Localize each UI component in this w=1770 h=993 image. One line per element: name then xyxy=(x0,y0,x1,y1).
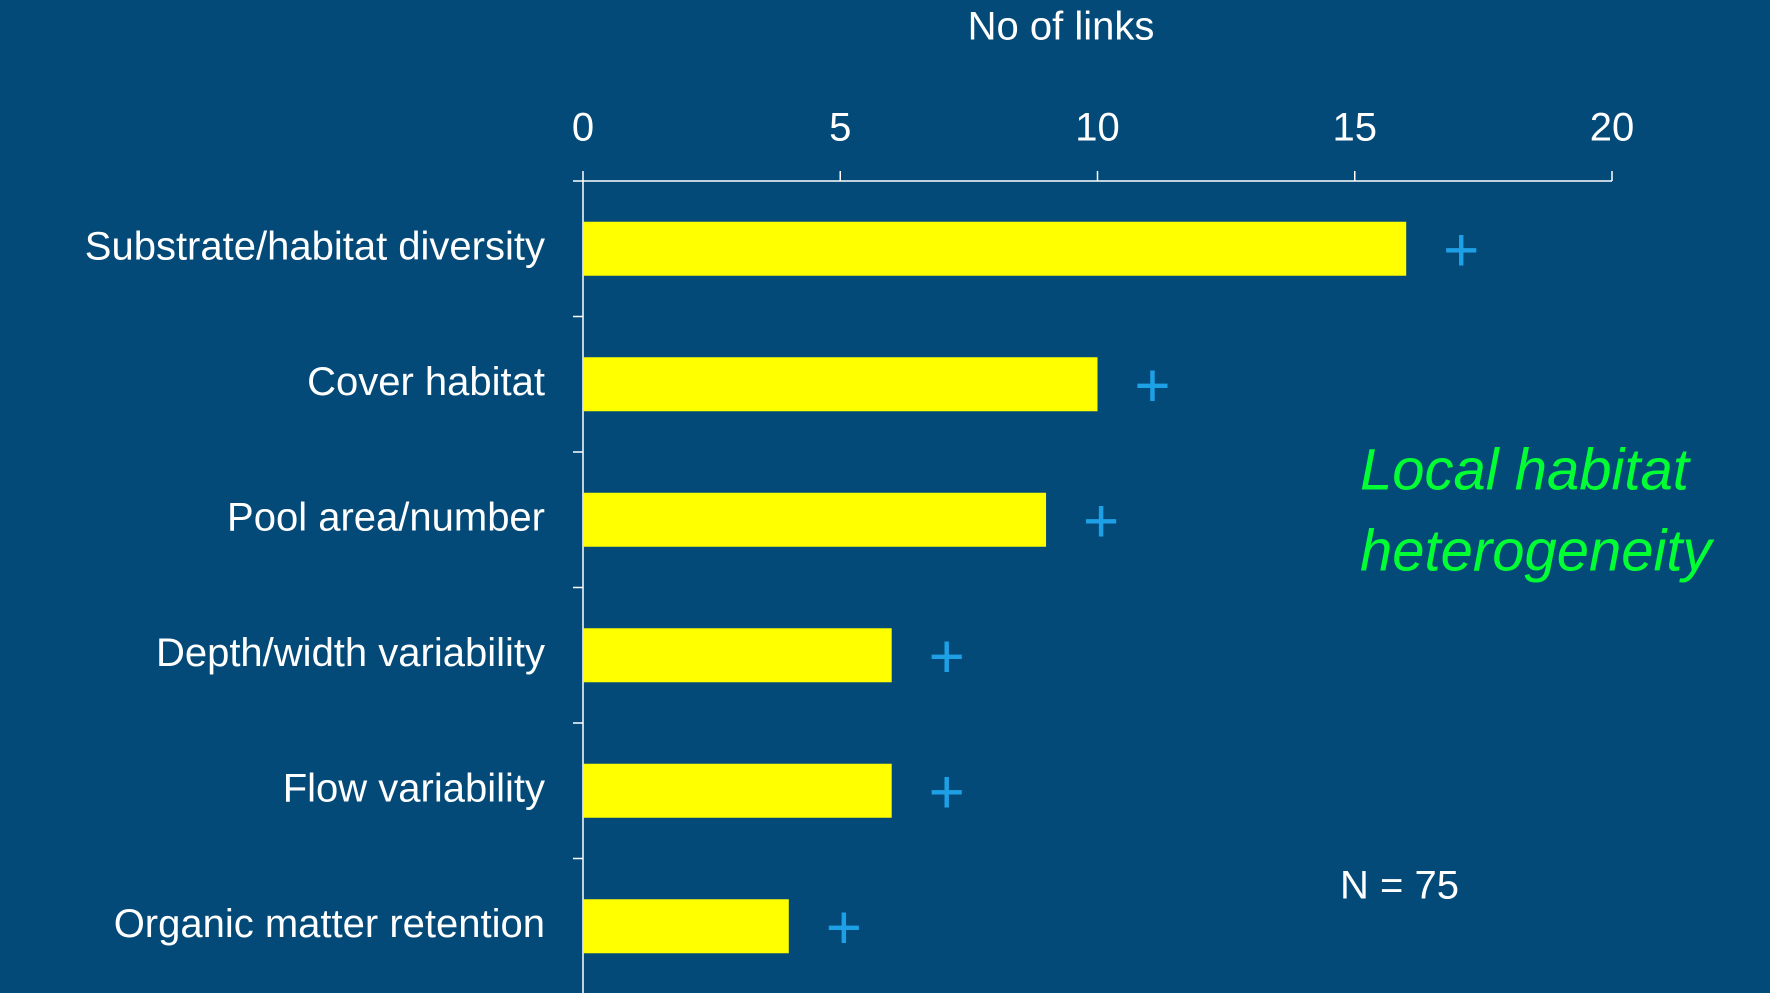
bar xyxy=(583,628,892,683)
x-axis-label: No of links xyxy=(968,5,1155,49)
bar-label: + xyxy=(929,758,965,827)
y-tick-label: Cover habitat xyxy=(307,360,545,404)
bar xyxy=(583,899,789,954)
bar-label: + xyxy=(826,894,862,963)
bar xyxy=(583,357,1098,412)
annotation: Local habitat xyxy=(1360,437,1692,502)
y-tick-label: Depth/width variability xyxy=(156,631,545,675)
x-tick-label: 20 xyxy=(1590,106,1635,150)
bar-label: + xyxy=(929,623,965,692)
bar-label: + xyxy=(1134,352,1170,421)
y-tick-label: Substrate/habitat diversity xyxy=(85,224,545,268)
x-tick-label: 0 xyxy=(572,106,594,150)
bar xyxy=(583,221,1407,276)
bar-label: + xyxy=(1083,487,1119,556)
y-tick-label: Flow variability xyxy=(283,766,545,810)
y-tick-label: Organic matter retention xyxy=(114,902,545,946)
bar xyxy=(583,492,1047,547)
annotation: heterogeneity xyxy=(1360,518,1714,583)
bar-label: + xyxy=(1443,216,1479,285)
x-tick-label: 10 xyxy=(1075,106,1120,150)
annotation: N = 75 xyxy=(1340,864,1459,908)
x-tick-label: 15 xyxy=(1333,106,1378,150)
y-tick-label: Pool area/number xyxy=(227,495,545,539)
bar xyxy=(583,763,892,818)
x-tick-label: 5 xyxy=(829,106,851,150)
